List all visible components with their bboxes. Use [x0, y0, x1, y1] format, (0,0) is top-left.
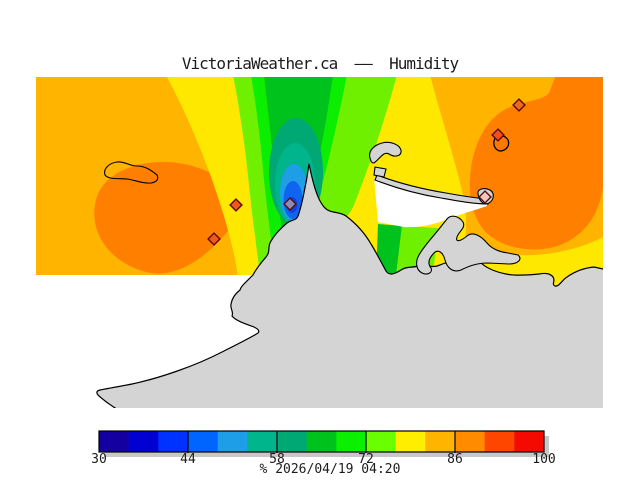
- colorbar-segment: [484, 431, 515, 452]
- timestamp: 2026/04/19 04:20: [275, 462, 401, 477]
- station-marker: [229, 198, 243, 212]
- station-marker: [283, 197, 297, 211]
- colorbar-segment: [128, 431, 159, 452]
- island-outline: [104, 161, 159, 184]
- colorbar-tick-label: 30: [91, 452, 107, 467]
- station-marker: [207, 232, 221, 246]
- colorbar-ticks: [187, 431, 456, 453]
- island-cluster-a: [369, 141, 402, 164]
- colorbar-segments: [99, 431, 545, 452]
- island-cluster-b: [373, 166, 387, 178]
- colorbar-tick-label: 44: [180, 452, 196, 467]
- colorbar-segment: [277, 431, 308, 452]
- colorbar-caption: % 2026/04/19 04:20: [10, 462, 640, 477]
- colorbar-tick-label: 58: [269, 452, 285, 467]
- colorbar-segment: [425, 431, 456, 452]
- station-marker: [512, 98, 526, 112]
- colorbar-segment: [514, 431, 545, 452]
- left-dark-orange-cell: [94, 162, 246, 274]
- colorbar-segment: [366, 431, 397, 452]
- contour-field: [36, 77, 603, 408]
- colorbar-border: [98, 430, 545, 453]
- colorbar-segment: [188, 431, 219, 452]
- station-marker: [491, 128, 505, 142]
- colorbar-segment: [455, 431, 486, 452]
- station-markers: [207, 98, 526, 246]
- page-title: VictoriaWeather.ca –– Humidity: [181, 54, 459, 73]
- colorbar-tick-label: 72: [358, 452, 374, 467]
- colorbar-segment: [99, 431, 130, 452]
- colorbar-segment: [217, 431, 248, 452]
- colorbar-segment: [336, 431, 367, 452]
- island-complex: [416, 215, 521, 275]
- corridor-green: [376, 224, 402, 276]
- colorbar-segment: [247, 431, 278, 452]
- station-marker: [478, 190, 492, 204]
- colorbar-tick-label: 86: [447, 452, 463, 467]
- colorbar-tick-label: 100: [532, 452, 556, 467]
- water-no-data: [36, 275, 259, 408]
- bay-no-data: [374, 178, 487, 228]
- units-label: %: [259, 462, 268, 477]
- colorbar-segment: [395, 431, 426, 452]
- right-dark-orange-cell: [469, 77, 603, 250]
- land-mass: [96, 163, 603, 408]
- colorbar: [98, 430, 549, 457]
- colorbar-segment: [306, 431, 337, 452]
- colorbar-segment: [158, 431, 189, 452]
